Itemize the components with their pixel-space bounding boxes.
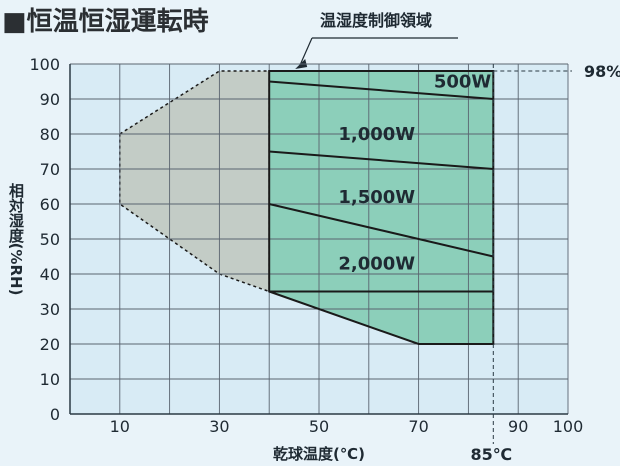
x-tick-label: 10 [110, 417, 130, 436]
capacity-line [269, 80, 494, 100]
x-tick-label: 70 [408, 417, 428, 436]
capacity-label: 1,500W [338, 187, 415, 208]
x-axis-title: 乾球温度(℃) [273, 445, 365, 463]
page-title: ■恒温恒湿運転時 [2, 7, 209, 37]
control-region-border [268, 70, 495, 345]
y-tick-label: 60 [40, 195, 60, 214]
x-tick-label: 90 [508, 417, 528, 436]
y-tick-label: 80 [40, 125, 60, 144]
y-tick-label: 30 [40, 300, 60, 319]
y-tick-label: 50 [40, 230, 60, 249]
max-humidity-label: 98% [584, 62, 620, 81]
y-axis-title: 相対湿度(%RH) [7, 182, 25, 296]
y-tick-label: 0 [50, 405, 60, 424]
x-tick-label: 50 [309, 417, 329, 436]
y-tick-label: 100 [29, 55, 60, 74]
y-tick-label: 10 [40, 370, 60, 389]
capacity-label: 1,000W [338, 124, 415, 145]
x-tick-label: 100 [553, 417, 584, 436]
y-tick-label: 90 [40, 90, 60, 109]
capacity-line [269, 150, 494, 170]
capacity-label: 2,000W [338, 254, 415, 275]
y-tick-label: 70 [40, 160, 60, 179]
control-area-label: 温湿度制御領域 [319, 11, 432, 30]
capacity-line [268, 203, 494, 258]
outer-operating-region [119, 70, 270, 293]
y-tick-label: 40 [40, 265, 60, 284]
max-temperature-label: 85℃ [470, 445, 512, 464]
y-tick-label: 20 [40, 335, 60, 354]
capacity-label: 500W [434, 72, 492, 93]
x-tick-label: 30 [209, 417, 229, 436]
control-region [269, 71, 494, 344]
control-area-leader-line [298, 37, 313, 68]
